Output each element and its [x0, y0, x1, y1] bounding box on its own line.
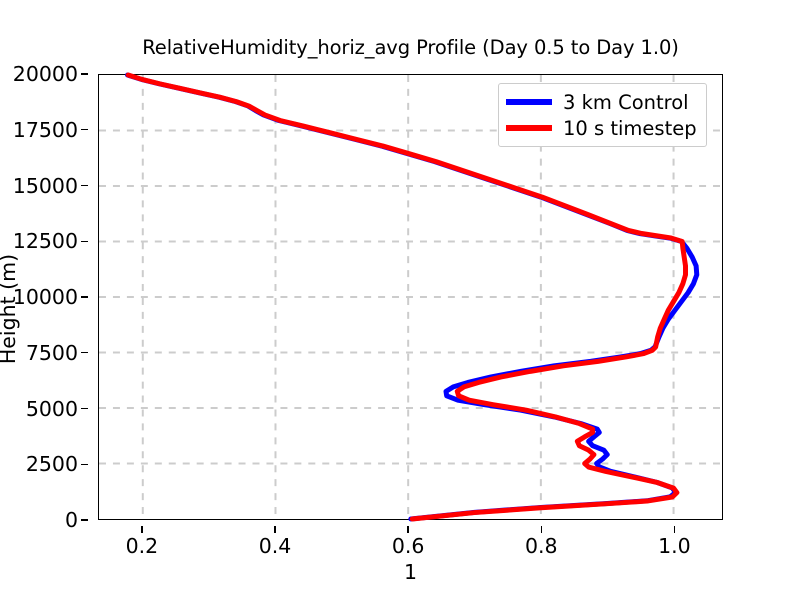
y-tick-mark-2: [81, 407, 88, 410]
legend-label: 10 s timestep: [563, 116, 697, 140]
x-tick-mark-4: [673, 526, 676, 533]
x-tick-label-1: 0.4: [258, 534, 292, 558]
y-tick-label-1: 2500: [25, 452, 78, 477]
y-tick-label-8: 20000: [12, 62, 78, 86]
y-tick-label-5: 12500: [12, 229, 78, 254]
legend[interactable]: 3 km Control 10 s timestep: [498, 83, 707, 147]
y-tick-mark-8: [81, 73, 88, 75]
x-tick-label-0: 0.2: [125, 534, 159, 558]
legend-item-0[interactable]: 3 km Control: [506, 89, 697, 115]
chart-title: RelativeHumidity_horiz_avg Profile (Day …: [142, 36, 679, 59]
series-line-1: [125, 72, 688, 522]
y-tick-label-7: 17500: [12, 117, 78, 142]
x-axis-tick-labels: 0.2 0.4 0.6 0.8 1.0: [98, 526, 723, 558]
y-tick-label-0: 0: [64, 508, 78, 532]
plot-area: [98, 72, 723, 522]
y-axis-tick-labels: 0 2500 5000 7500 10000 12500 15000 17500 20000: [0, 62, 88, 532]
y-tick-mark-7: [81, 129, 88, 131]
legend-item-1[interactable]: 10 s timestep: [506, 115, 697, 141]
legend-label: 3 km Control: [563, 90, 689, 114]
y-tick-label-3: 7500: [25, 340, 78, 365]
y-tick-label-6: 15000: [12, 173, 78, 198]
y-tick-label-4: 10000: [12, 285, 78, 309]
x-tick-mark-2: [407, 526, 409, 533]
x-axis-label: 1: [403, 560, 418, 584]
data-curves: [125, 72, 700, 522]
x-tick-mark-0: [141, 526, 143, 533]
y-tick-mark-6: [81, 184, 88, 187]
y-tick-mark-5: [81, 240, 88, 242]
legend-color-swatch: [506, 125, 552, 131]
y-tick-mark-4: [81, 296, 88, 298]
x-tick-mark-3: [540, 526, 542, 533]
x-tick-mark-1: [274, 526, 276, 533]
legend-color-swatch: [506, 99, 552, 105]
y-tick-mark-1: [81, 463, 88, 465]
y-tick-mark-0: [81, 519, 88, 521]
x-tick-label-2: 0.6: [391, 534, 425, 558]
y-tick-label-2: 5000: [25, 396, 78, 421]
x-tick-label-3: 0.8: [524, 534, 558, 558]
x-tick-label-4: 1.0: [658, 534, 691, 558]
y-tick-mark-3: [81, 352, 88, 354]
